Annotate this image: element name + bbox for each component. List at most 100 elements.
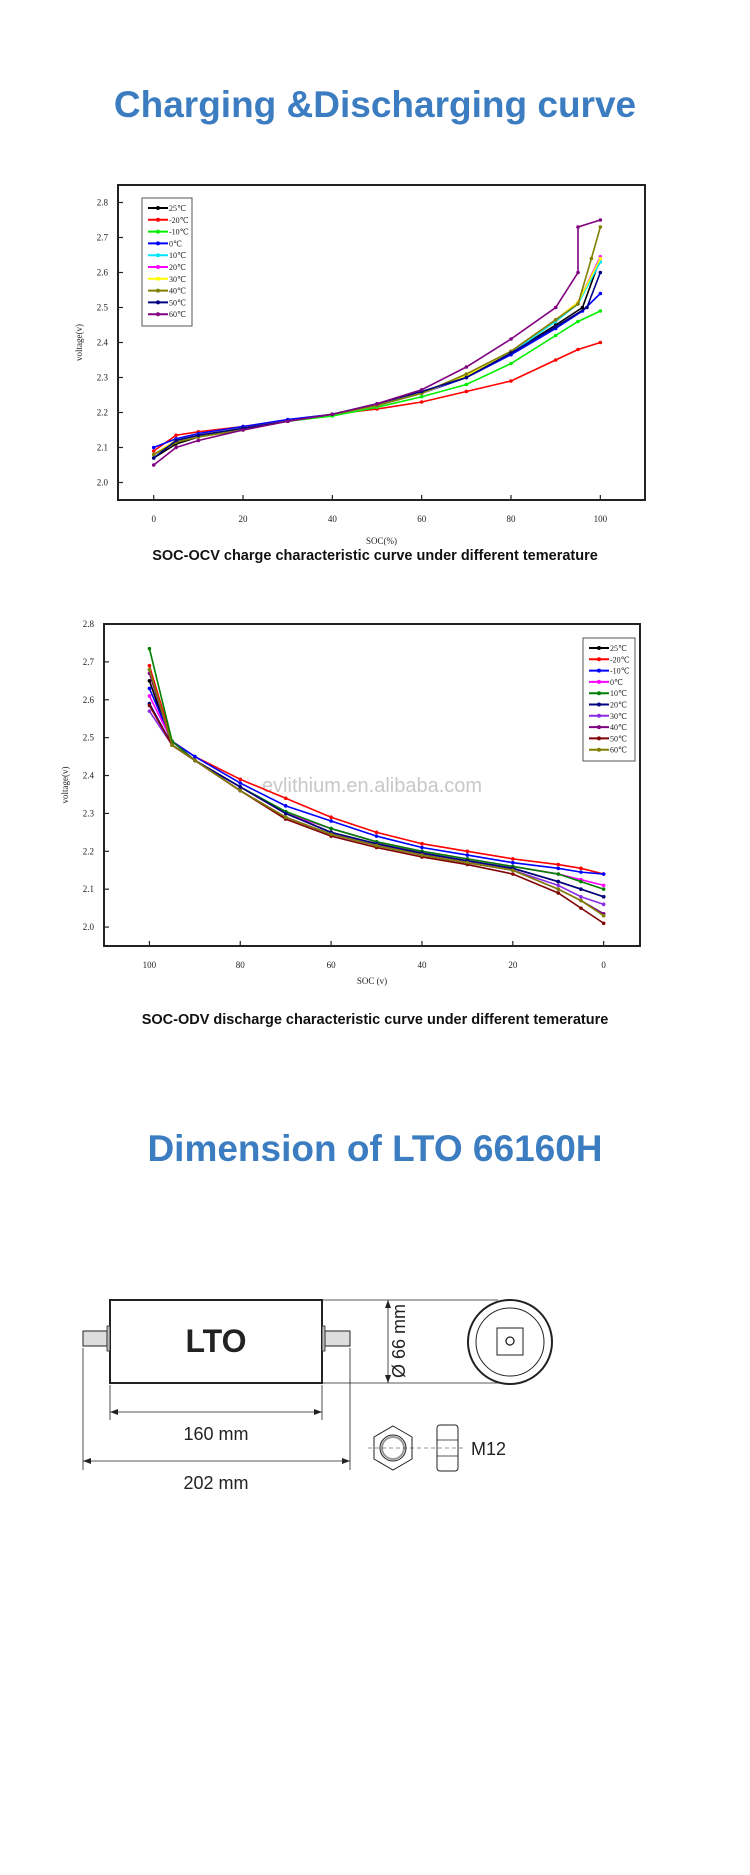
legend-marker <box>597 657 601 662</box>
data-point <box>556 879 561 884</box>
y-tick-label: 2.1 <box>83 884 94 894</box>
body-length-label: 160 mm <box>183 1424 248 1444</box>
legend-label: 20℃ <box>169 263 186 272</box>
legend-label: 20℃ <box>610 701 627 710</box>
data-point <box>576 302 580 306</box>
data-point <box>329 815 333 819</box>
legend-label: 10℃ <box>169 251 186 260</box>
data-point <box>576 225 580 229</box>
legend-marker <box>156 265 160 269</box>
legend-marker <box>156 312 160 317</box>
data-point <box>375 401 379 406</box>
legend-marker <box>597 668 601 673</box>
data-point <box>579 887 583 891</box>
y-tick-label: 2.4 <box>97 338 109 348</box>
x-tick-label: 40 <box>417 960 427 970</box>
section-title-dimension: Dimension of LTO 66160H <box>147 1128 603 1169</box>
discharge-curve-chart: 2.0 2.1 2.2 2.3 2.4 2.5 2.6 2.7 2.8 100 80 60 40 20 0 S… <box>60 619 641 986</box>
y-tick-label: 2.7 <box>97 233 109 243</box>
data-point <box>576 270 580 275</box>
y-tick-label: 2.7 <box>83 657 95 667</box>
data-point <box>601 913 606 918</box>
data-point <box>147 663 152 668</box>
x-tick-label: 0 <box>151 514 156 524</box>
x-tick-label: 80 <box>236 960 246 970</box>
y-tick-label: 2.3 <box>83 808 95 818</box>
x-axis-label: SOC(%) <box>366 536 397 546</box>
legend-label: 0℃ <box>610 678 623 687</box>
data-point <box>419 400 424 404</box>
data-point <box>420 853 424 857</box>
charge-curve-chart: 2.0 2.1 2.2 2.3 2.4 2.5 2.6 2.7 2.8 0 20 40 60 80 100 S… <box>74 184 646 546</box>
x-tick-label: 0 <box>601 960 606 970</box>
data-point <box>579 898 583 903</box>
x-tick-label: 60 <box>417 514 427 524</box>
data-point <box>511 860 515 865</box>
data-point <box>509 379 513 383</box>
data-point <box>283 804 288 808</box>
data-point <box>579 906 583 910</box>
legend-marker <box>156 206 160 210</box>
nut-side-view <box>436 1424 459 1472</box>
data-point <box>464 375 469 380</box>
data-point <box>196 433 201 438</box>
y-tick-label: 2.1 <box>97 443 108 453</box>
legend-marker <box>597 646 601 650</box>
legend-marker <box>156 229 160 234</box>
data-point <box>147 686 152 691</box>
data-point <box>576 347 580 352</box>
series-line <box>153 226 602 456</box>
data-point <box>174 438 178 443</box>
section-title-curves: Charging &Discharging curve <box>113 84 637 125</box>
legend-marker <box>597 713 601 718</box>
data-point <box>238 785 243 789</box>
data-point <box>579 870 583 874</box>
y-tick-label: 2.8 <box>97 198 109 208</box>
legend-label: -10℃ <box>610 667 630 676</box>
data-point <box>330 412 335 417</box>
diameter-label: Ø 66 mm <box>389 1304 409 1378</box>
watermark: evlithium.en.alibaba.com <box>262 775 482 797</box>
y-tick-label: 2.0 <box>83 922 95 932</box>
data-point <box>579 879 583 884</box>
data-point <box>151 456 156 460</box>
hex-nut-icon <box>373 1425 413 1471</box>
data-point <box>285 419 290 424</box>
thread-label: M12 <box>471 1439 506 1459</box>
y-tick-label: 2.5 <box>97 303 109 313</box>
data-point <box>553 317 558 322</box>
data-point <box>147 679 152 683</box>
data-point <box>579 866 583 871</box>
legend-label: 25℃ <box>169 204 186 213</box>
data-point <box>147 694 152 698</box>
data-point <box>283 796 288 801</box>
legend-label: 30℃ <box>610 712 627 721</box>
cell-end-view <box>467 1299 553 1385</box>
x-axis-label: SOC (v) <box>357 976 387 986</box>
x-tick-label: 20 <box>239 514 249 524</box>
legend-label: 50℃ <box>610 734 627 743</box>
data-point <box>511 857 515 861</box>
right-terminal-bolt <box>324 1330 351 1347</box>
data-point <box>511 868 515 873</box>
data-point <box>174 433 178 438</box>
legend-label: 40℃ <box>610 723 627 732</box>
y-tick-label: 2.8 <box>83 619 95 629</box>
legend-label: 30℃ <box>169 275 186 284</box>
legend-marker <box>597 691 601 696</box>
y-tick-label: 2.0 <box>97 478 109 488</box>
data-point <box>464 382 469 387</box>
plot-frame <box>117 184 646 501</box>
data-point <box>283 815 288 819</box>
data-point <box>420 845 424 850</box>
plot-frame <box>103 623 641 947</box>
data-point <box>601 902 606 907</box>
total-length-label: 202 mm <box>183 1473 248 1493</box>
data-point <box>598 218 603 222</box>
series-60℃ <box>147 667 606 918</box>
y-axis-label: voltage(v) <box>74 324 84 361</box>
legend-label: -20℃ <box>610 655 630 664</box>
data-point <box>147 646 152 651</box>
data-point <box>283 811 288 816</box>
data-point <box>374 834 379 838</box>
